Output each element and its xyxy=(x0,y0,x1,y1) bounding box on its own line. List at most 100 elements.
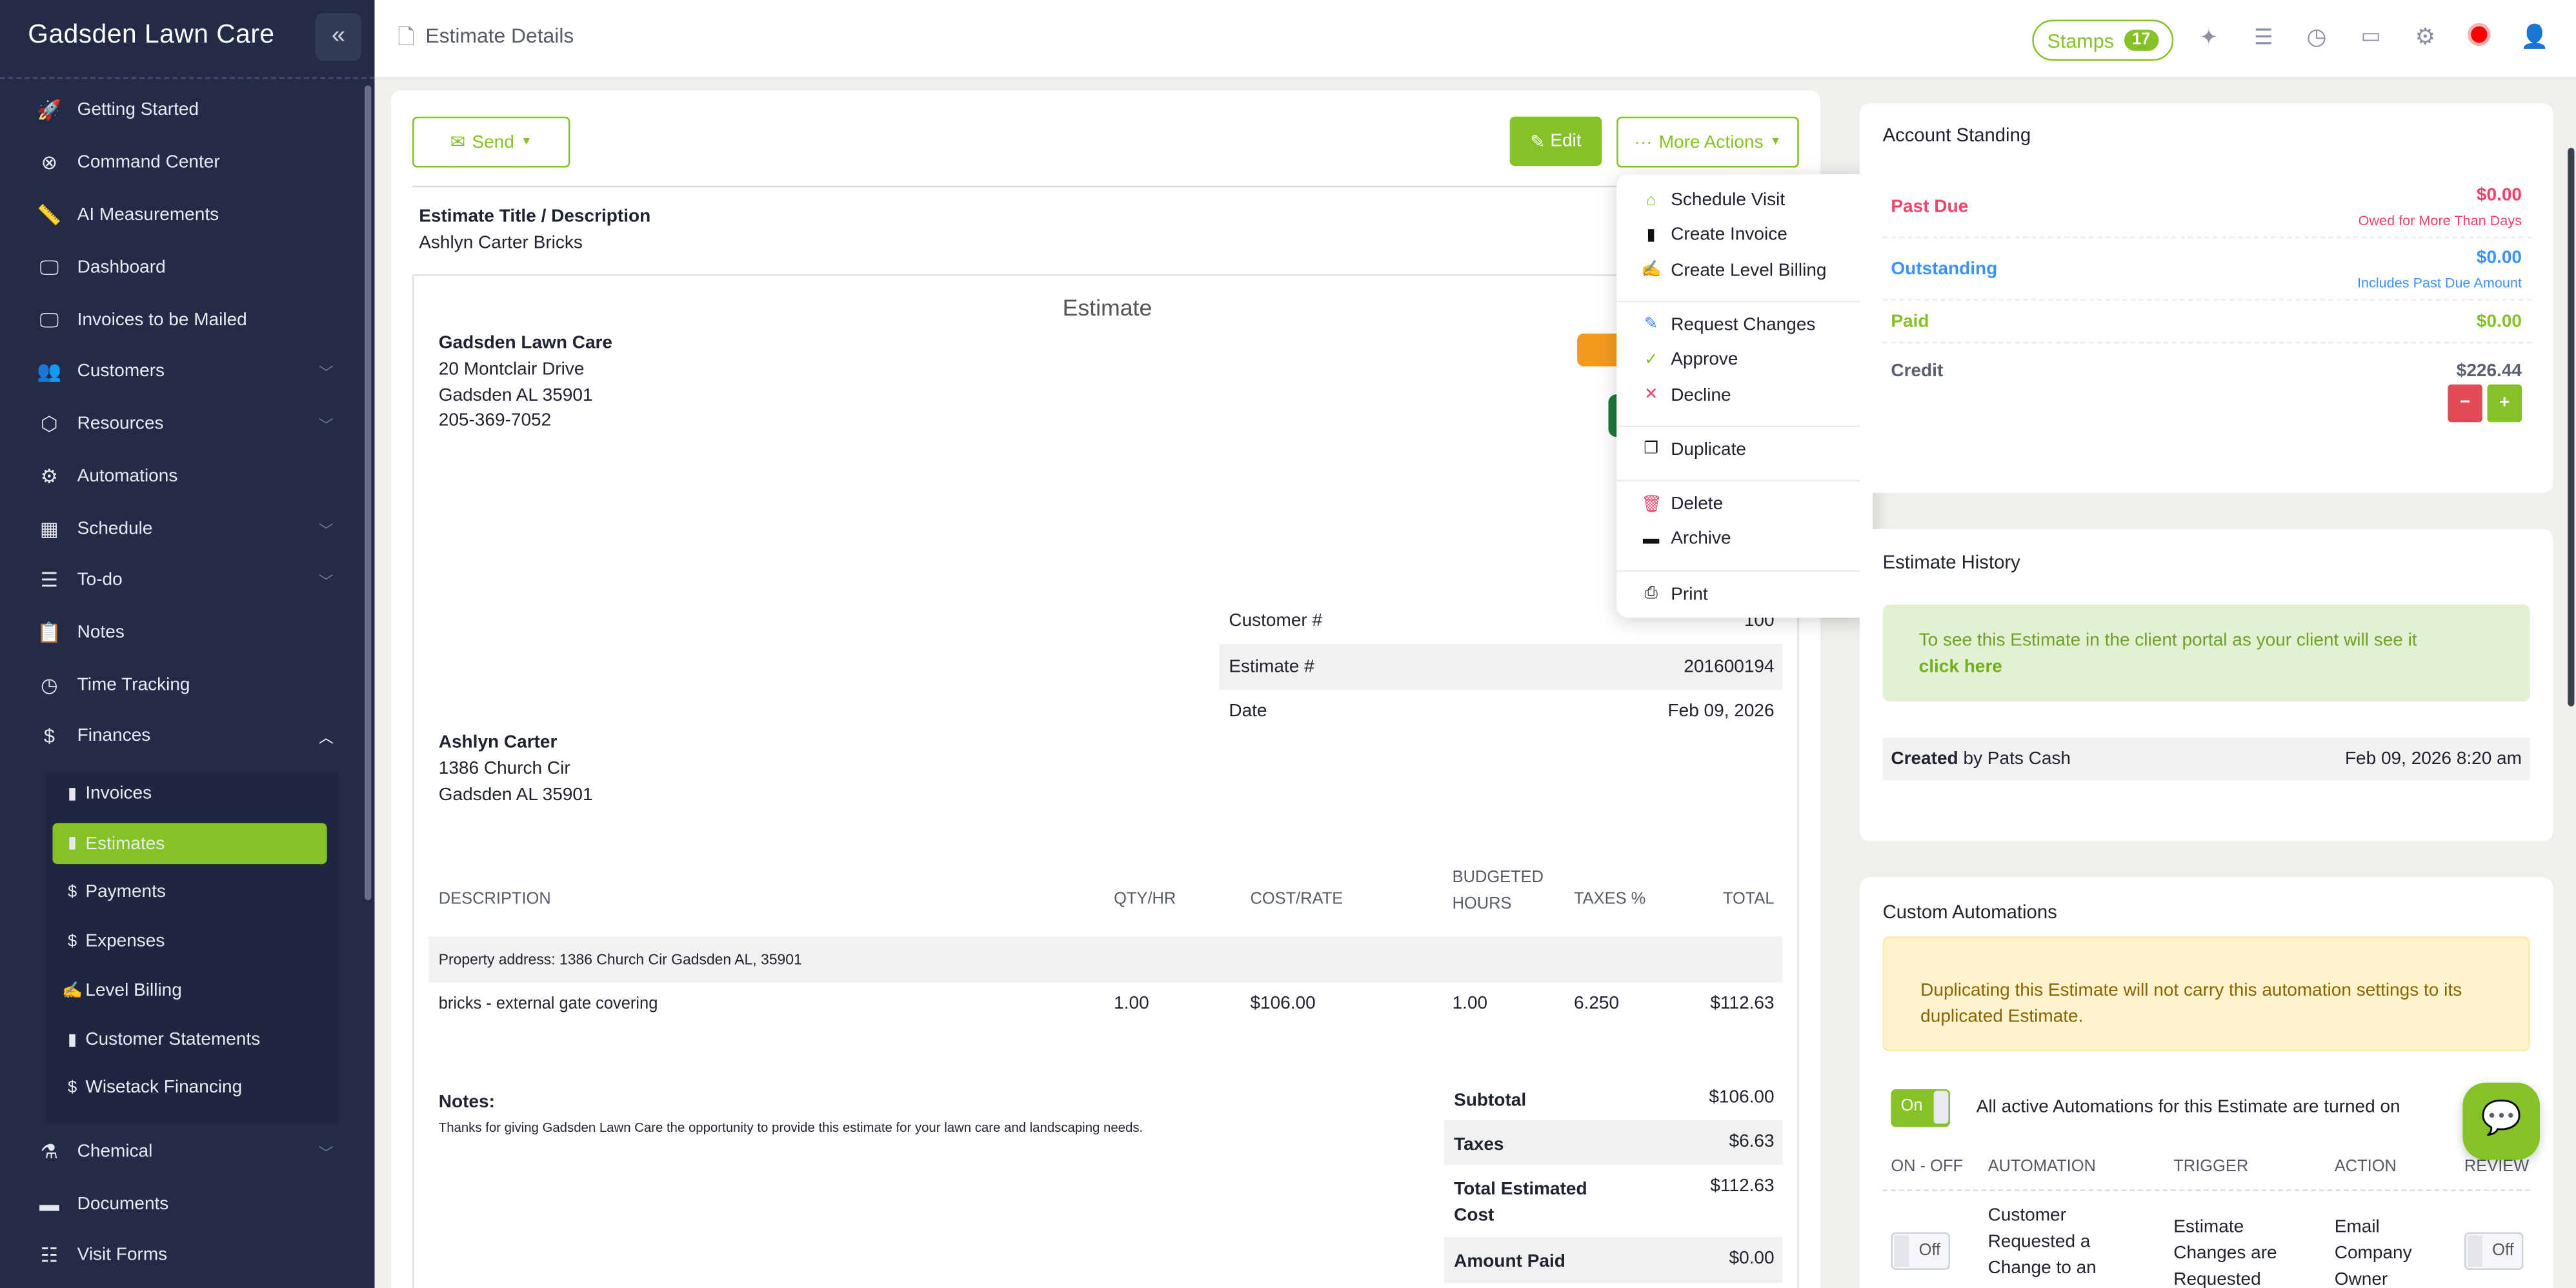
sidebar-subitem-customer-statements[interactable]: ▮ Customer Statements xyxy=(0,1020,365,1060)
past-due-label: Past Due xyxy=(1891,197,1969,217)
file-signature-icon: ✍ xyxy=(1641,261,1662,280)
sidebar-item-notes[interactable]: 📋 Notes xyxy=(37,621,125,645)
document-icon: 🗋 xyxy=(397,25,415,50)
sidebar-subitem-expenses[interactable]: $ Expenses xyxy=(0,921,365,961)
home-icon: ⌂ xyxy=(1645,191,1656,210)
sidebar-item-getting-started[interactable]: 🚀 Getting Started xyxy=(37,98,199,122)
copy-icon: ❐ xyxy=(1644,441,1659,459)
sidebar-item-invoices-to-be-mailed[interactable]: 🖵 Invoices to be Mailed xyxy=(0,301,365,340)
chevron-down-icon: ﹀ xyxy=(318,521,334,538)
past-due-value: $0.00 xyxy=(2476,185,2522,206)
file-icon: ▮ xyxy=(67,1031,77,1049)
clock-icon[interactable]: ◷ xyxy=(2306,23,2327,50)
send-button[interactable]: ✉ Send ▼ xyxy=(412,116,570,168)
caret-down-icon: ▼ xyxy=(1769,136,1782,148)
stamps-count-badge: 17 xyxy=(2124,29,2159,51)
line-hours: 1.00 xyxy=(1452,994,1488,1014)
sidebar-item-schedule[interactable]: ▦ Schedule ﹀ xyxy=(0,509,365,548)
file-icon: ▮ xyxy=(67,784,77,803)
automation-row-toggle[interactable]: Off xyxy=(1891,1232,1951,1270)
sidebar-item-command-center[interactable]: ⊗ Command Center xyxy=(0,143,365,182)
menu-item-delete[interactable]: 🗑 Delete xyxy=(1641,494,1724,515)
chevron-down-icon: ﹀ xyxy=(318,572,334,589)
box-icon: ⬡ xyxy=(41,412,58,436)
menu-item-schedule-visit[interactable]: ⌂ Schedule Visit xyxy=(1616,186,1873,216)
automation-review-toggle[interactable]: Off xyxy=(2464,1232,2524,1270)
estimate-document: Estimate Gadsden Lawn Care 20 Montclair … xyxy=(412,274,1799,1288)
master-automation-toggle[interactable]: On xyxy=(1891,1089,1951,1127)
bell-icon[interactable] xyxy=(2471,26,2488,43)
stamps-button[interactable]: Stamps 17 xyxy=(2032,19,2174,61)
sidebar-subitem-wisetack-financing[interactable]: $ Wisetack Financing xyxy=(0,1068,365,1107)
envelope-icon: ✉ xyxy=(450,133,466,153)
menu-item-request-changes[interactable]: ✎ Request Changes xyxy=(1616,310,1873,340)
top-bar: 🗋 Estimate Details Stamps 17 ✦ ☰ ◷ ▭ ⚙ 👤 xyxy=(374,0,2576,79)
chevron-down-icon: ﹀ xyxy=(318,363,334,381)
sidebar-item-customers[interactable]: 👥 Customers ﹀ xyxy=(37,359,334,383)
edit-button[interactable]: ✎ Edit xyxy=(1509,116,1602,166)
credit-value: $226.44 xyxy=(2456,361,2522,381)
sidebar-item-dashboard[interactable]: 🖵 Dashboard xyxy=(0,248,365,287)
sidebar-subitem-level-billing[interactable]: ✍ Level Billing xyxy=(0,971,365,1011)
meta-label: Customer # xyxy=(1229,611,1323,631)
increase-credit-button[interactable]: + xyxy=(2487,384,2522,423)
portal-notice: To see this Estimate in the client porta… xyxy=(1882,604,2530,702)
sidebar-scrollbar[interactable] xyxy=(365,85,372,901)
flask-icon: ⚗ xyxy=(40,1140,59,1163)
decrease-credit-button[interactable]: − xyxy=(2448,384,2482,423)
outstanding-note: Includes Past Due Amount xyxy=(2357,274,2522,291)
column-header: TAXES % xyxy=(1573,890,1646,909)
automation-column-header: REVIEW xyxy=(2464,1158,2530,1176)
menu-item-decline[interactable]: ✕ Decline xyxy=(1616,380,1873,410)
sidebar-item-to-do[interactable]: ☰ To-do ﹀ xyxy=(0,560,365,599)
sidebar-item-documents[interactable]: ▬ Documents xyxy=(0,1185,365,1224)
sidebar-subitem-estimates[interactable]: ▮ Estimates xyxy=(52,823,327,865)
collapse-sidebar-button[interactable]: « xyxy=(315,13,362,61)
menu-item-duplicate[interactable]: ❐ Duplicate xyxy=(1616,435,1873,465)
sidebar-item-ai-measurements[interactable]: 📏 AI Measurements xyxy=(37,203,219,227)
menu-item-create-level-billing[interactable]: ✍ Create Level Billing xyxy=(1641,260,1827,281)
automation-column-header: AUTOMATION xyxy=(1987,1158,2096,1176)
sidebar-subitem-payments[interactable]: $ Payments xyxy=(0,872,365,912)
page-scrollbar[interactable] xyxy=(2568,148,2575,707)
automation-column-header: TRIGGER xyxy=(2173,1158,2249,1176)
gear-icon[interactable]: ⚙ xyxy=(2415,23,2436,50)
sidebar-item-automations[interactable]: ⚙ Automations xyxy=(0,457,365,496)
divider xyxy=(0,77,375,79)
column-header: DESCRIPTION xyxy=(438,890,551,909)
client-portal-link[interactable]: click here xyxy=(1918,657,2002,677)
master-automation-text: All active Automations for this Estimate… xyxy=(1976,1097,2400,1118)
user-icon[interactable]: 👤 xyxy=(2520,23,2549,50)
sidebar-item-finances[interactable]: $ Finances ︿ xyxy=(0,716,365,756)
menu-item-archive[interactable]: ▬ Archive xyxy=(1616,525,1873,554)
outstanding-value: $0.00 xyxy=(2476,248,2522,268)
more-actions-button[interactable]: ··· More Actions ▼ xyxy=(1616,116,1799,168)
rocket-icon: 🚀 xyxy=(37,98,62,122)
automation-column-header: ON - OFF xyxy=(1891,1158,1964,1176)
menu-item-approve[interactable]: ✓ Approve xyxy=(1616,345,1873,375)
sidebar-item-resources[interactable]: ⬡ Resources ﹀ xyxy=(0,404,365,443)
company-name: Gadsden Lawn Care xyxy=(438,333,613,354)
card-title: Estimate History xyxy=(1882,553,2020,574)
checklist-icon[interactable]: ☰ xyxy=(2254,25,2273,50)
file-signature-icon: ✍ xyxy=(62,981,83,1000)
sparkle-icon[interactable]: ✦ xyxy=(2199,25,2218,50)
sidebar-item-chemical[interactable]: ⚗ Chemical ﹀ xyxy=(0,1132,365,1171)
menu-item-print[interactable]: ⎙ Print xyxy=(1616,579,1873,609)
sidebar-item-visit-forms[interactable]: ☷ Visit Forms xyxy=(0,1236,365,1275)
menu-item-create-invoice[interactable]: ▮ Create Invoice xyxy=(1616,221,1873,250)
monitor-icon: 🖵 xyxy=(39,255,59,279)
chat-icon[interactable]: ▭ xyxy=(2360,23,2381,48)
created-label: Created xyxy=(1891,749,1958,769)
users-icon: 👥 xyxy=(37,359,62,383)
chevron-up-icon: ︿ xyxy=(318,729,334,745)
dollar-icon: $ xyxy=(43,724,55,748)
sidebar-item-time-tracking[interactable]: ◷ Time Tracking xyxy=(0,665,365,705)
chat-support-button[interactable]: 💬 xyxy=(2462,1082,2540,1160)
total-value: $0.00 xyxy=(1729,1248,1775,1269)
sidebar-subitem-invoices[interactable]: ▮ Invoices xyxy=(0,774,365,813)
property-address: Property address: 1386 Church Cir Gadsde… xyxy=(438,951,802,968)
company-phone: 205-369-7052 xyxy=(438,410,552,431)
trash-icon: 🗑 xyxy=(1641,495,1662,514)
gears-icon: ⚙ xyxy=(40,465,59,488)
